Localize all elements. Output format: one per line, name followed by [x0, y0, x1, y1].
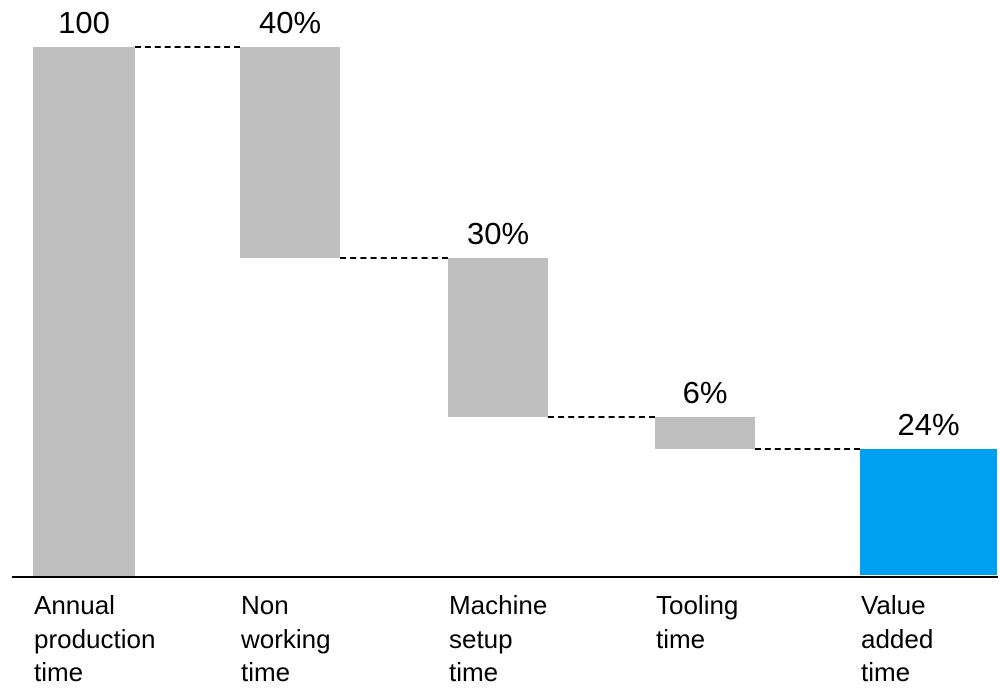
category-label: Machine setup time	[449, 590, 548, 687]
value-label: 40%	[258, 4, 322, 40]
bar-segment	[655, 416, 755, 449]
connector-dashed-line	[340, 257, 448, 260]
category-label: Value added time	[861, 590, 934, 687]
category-label: Tooling time	[656, 590, 739, 654]
bar-result	[860, 448, 997, 576]
bar-segment	[448, 258, 548, 417]
value-label: 30%	[466, 216, 530, 252]
category-label: Annual production time	[34, 590, 156, 687]
value-label: 24%	[897, 406, 960, 442]
value-label: 100	[58, 4, 110, 40]
connector-dashed-line	[548, 415, 655, 418]
bar-segment	[33, 46, 135, 576]
connector-dashed-line	[135, 45, 240, 48]
value-label: 6%	[682, 374, 728, 410]
bar-segment	[240, 46, 340, 259]
category-label: Non working time	[241, 590, 331, 687]
connector-dashed-line	[755, 447, 860, 450]
x-axis-line	[12, 575, 998, 578]
